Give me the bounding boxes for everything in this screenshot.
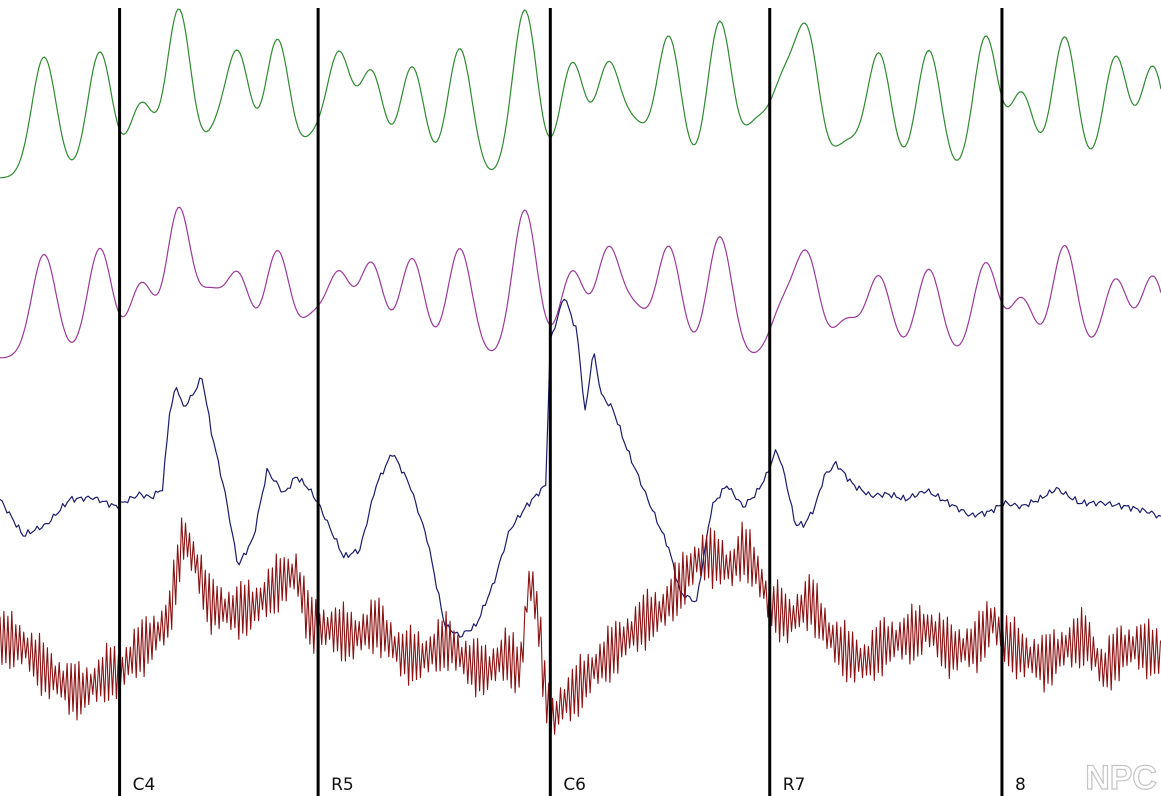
marker-label: C4 [133,775,156,795]
marker-lines-group [118,8,1004,796]
marker-label: R7 [783,775,806,795]
watermark-logo: NPC [1085,759,1157,796]
marker-label: C6 [563,775,586,795]
series-3-line [0,298,1161,638]
series-2-line [0,206,1161,359]
marker-labels-group: C4 R5 C6 R7 8 [133,775,1026,795]
marker-label: R5 [331,775,354,795]
series-4-line [0,517,1161,743]
series-group [0,8,1161,743]
marker-label: 8 [1015,775,1026,795]
series-1-line [0,8,1161,179]
